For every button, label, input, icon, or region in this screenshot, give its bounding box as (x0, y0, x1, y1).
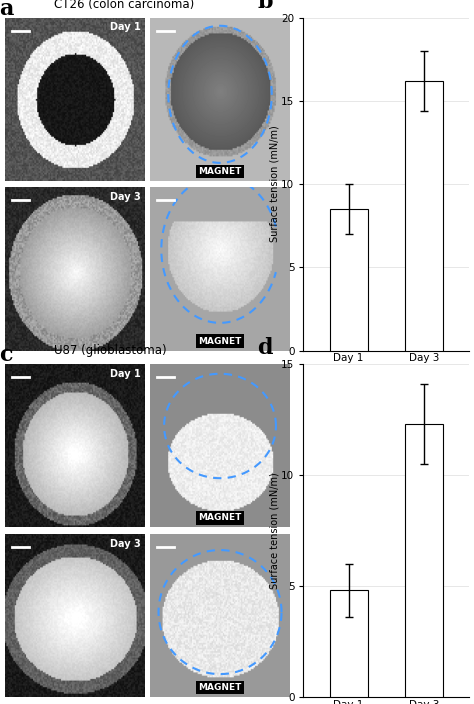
Text: MAGNET: MAGNET (198, 167, 242, 176)
Text: MAGNET: MAGNET (198, 513, 242, 522)
Text: MAGNET: MAGNET (198, 683, 242, 692)
Text: c: c (0, 344, 13, 366)
Text: U87 (glioblastoma): U87 (glioblastoma) (54, 344, 166, 358)
Text: MAGNET: MAGNET (198, 337, 242, 346)
Bar (330, 209, 367, 351)
Text: Day 3: Day 3 (109, 192, 140, 202)
Text: b: b (257, 0, 273, 13)
Text: a: a (0, 0, 14, 20)
Bar (405, 81, 443, 351)
Text: d: d (257, 337, 273, 359)
Text: Day 1: Day 1 (109, 369, 140, 379)
Bar (330, 591, 367, 697)
Y-axis label: Surface tension (mN/m): Surface tension (mN/m) (270, 472, 280, 589)
Text: Day 3: Day 3 (109, 539, 140, 548)
Y-axis label: Surface tension (mN/m): Surface tension (mN/m) (270, 126, 280, 242)
Bar (405, 424, 443, 697)
Text: Day 1: Day 1 (109, 23, 140, 32)
Text: CT26 (colon carcinoma): CT26 (colon carcinoma) (54, 0, 194, 11)
